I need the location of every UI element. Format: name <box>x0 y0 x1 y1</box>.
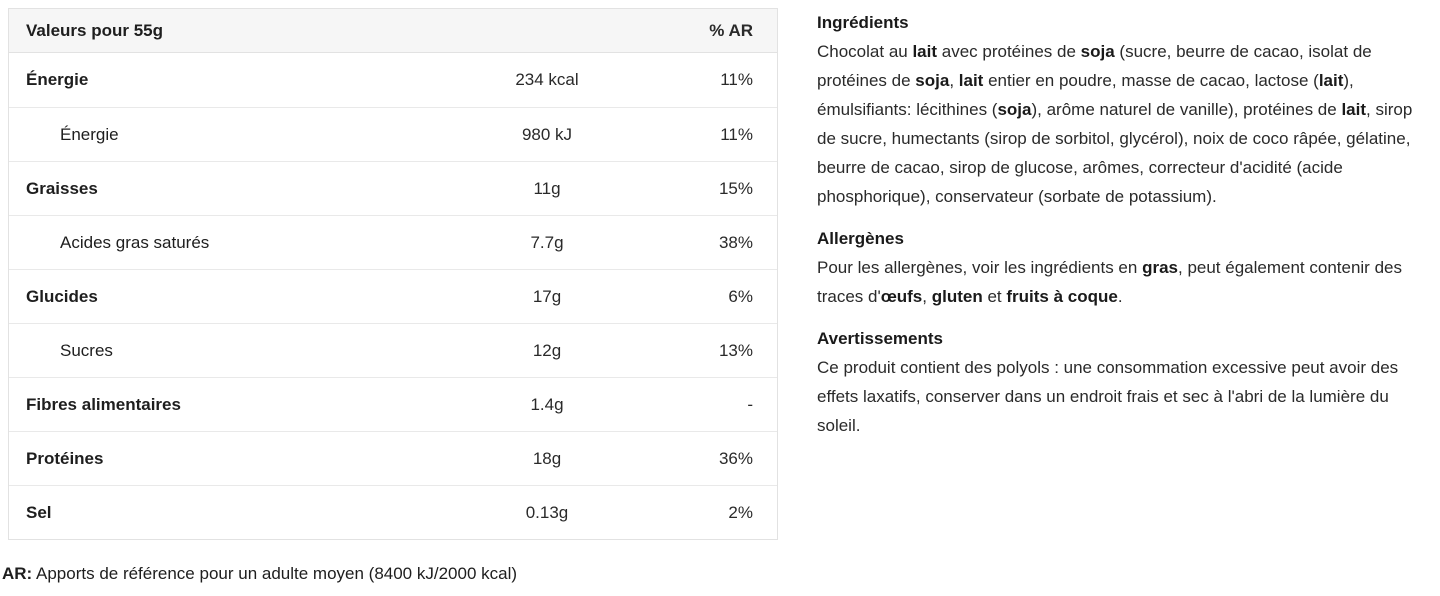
table-header-label: Valeurs pour 55g <box>26 20 163 40</box>
nutrient-ar-percent: 2% <box>728 502 753 522</box>
section-text: Ce produit contient des polyols : une co… <box>817 358 1399 435</box>
table-row: Énergie 980 kJ 11% <box>9 107 777 161</box>
nutrient-label: Fibres alimentaires <box>26 394 181 414</box>
nutrient-label: Glucides <box>26 286 98 306</box>
nutrient-value: 12g <box>532 340 562 360</box>
table-header-ar: % AR <box>709 20 753 40</box>
nutrient-value: 7.7g <box>530 232 564 252</box>
table-body: Énergie 234 kcal 11% Énergie 980 kJ 11% Graiss… <box>9 53 777 539</box>
nutrient-label: Énergie <box>26 70 89 89</box>
nutrient-ar-percent: 13% <box>718 340 753 360</box>
nutrient-ar-percent: 36% <box>718 448 753 468</box>
section-title: Allergènes <box>817 229 904 248</box>
nutrient-label: Protéines <box>26 448 104 468</box>
nutrient-label: Graisses <box>26 178 98 198</box>
table-row: Sel 0.13g 2% <box>9 485 777 539</box>
table-row: Sucres 12g 13% <box>9 323 777 377</box>
section-text: Chocolat au lait avec protéines de soja … <box>817 42 1413 206</box>
table-row: Protéines 18g 36% <box>9 431 777 485</box>
table-row: Fibres alimentaires 1.4g - <box>9 377 777 431</box>
nutrient-ar-percent: 11% <box>720 124 753 144</box>
nutrient-ar-percent: - <box>747 394 753 414</box>
nutrient-ar-percent: 15% <box>718 178 753 198</box>
warnings-section: Avertissements Ce produit contient des po… <box>817 324 1433 440</box>
table-row: Énergie 234 kcal 11% <box>9 53 777 107</box>
ingredients-section: Ingrédients Chocolat au lait avec protéin… <box>817 8 1433 211</box>
section-text: Pour les allergènes, voir les ingrédient… <box>817 258 1402 306</box>
section-title: Ingrédients <box>817 13 909 32</box>
nutrient-label: Énergie <box>60 124 119 144</box>
table-row: Graisses 11g 15% <box>9 161 777 215</box>
nutrient-value: 11g <box>533 178 561 198</box>
nutrient-value: 1.4g <box>530 394 564 414</box>
nutrient-value: 980 kJ <box>521 124 573 144</box>
nutrient-ar-percent: 38% <box>718 232 753 252</box>
nutrient-label: Sucres <box>60 340 113 360</box>
nutrient-ar-percent: 6% <box>728 286 753 306</box>
nutrient-value: 18g <box>532 448 562 468</box>
allergens-section: Allergènes Pour les allergènes, voir les … <box>817 224 1433 311</box>
table-header: Valeurs pour 55g % AR <box>9 9 777 53</box>
reference-note-text: Apports de référence pour un adulte moye… <box>32 564 518 583</box>
nutrient-ar-percent: 11% <box>720 70 753 89</box>
nutrient-value: 17g <box>532 286 562 306</box>
nutrient-value: 234 kcal <box>515 70 579 89</box>
nutrition-table: Valeurs pour 55g % AR Énergie 234 kcal 11%… <box>8 8 778 540</box>
table-row: Acides gras saturés 7.7g 38% <box>9 215 777 269</box>
product-info-column: Ingrédients Chocolat au lait avec protéin… <box>817 8 1433 596</box>
table-row: Glucides 17g 6% <box>9 269 777 323</box>
nutrient-label: Acides gras saturés <box>60 232 210 252</box>
reference-note-prefix: AR: <box>2 564 33 583</box>
reference-note: AR: Apports de référence pour un adulte … <box>2 564 778 584</box>
nutrition-panel: Valeurs pour 55g % AR Énergie 234 kcal 11%… <box>2 8 778 596</box>
section-title: Avertissements <box>817 329 943 348</box>
nutrient-label: Sel <box>26 502 52 522</box>
nutrient-value: 0.13g <box>525 502 569 522</box>
